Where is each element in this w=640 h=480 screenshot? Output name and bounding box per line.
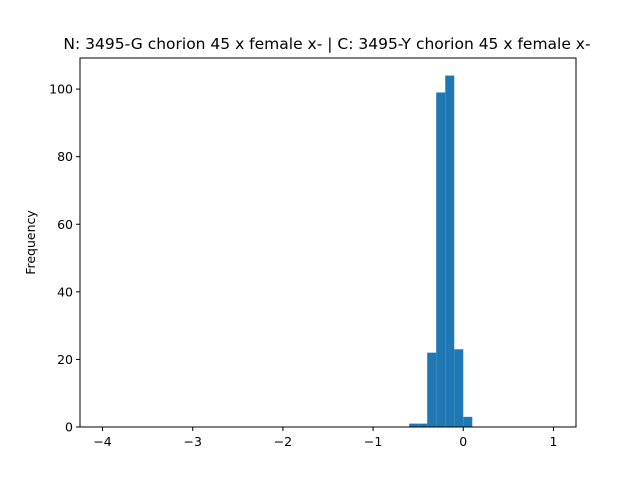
- y-tick-label: 60: [57, 217, 73, 232]
- x-tick-label: −1: [364, 434, 382, 449]
- histogram-bar-1: [418, 423, 428, 427]
- y-tick-label: 0: [65, 420, 73, 435]
- x-tick-label: −2: [274, 434, 292, 449]
- y-tick-label: 40: [57, 284, 73, 299]
- histogram-bar-5: [454, 349, 464, 427]
- histogram-bar-0: [409, 423, 419, 427]
- histogram-bar-4: [445, 75, 455, 428]
- histogram-bar-2: [427, 352, 437, 427]
- y-ticks: 0 20 40 60 80 100: [49, 82, 80, 435]
- x-tick-label: 0: [459, 434, 467, 449]
- x-tick-label: −3: [184, 434, 202, 449]
- y-axis-label: Frequency: [23, 210, 38, 275]
- plot-frame: [79, 57, 577, 428]
- histogram-bar-6: [463, 416, 473, 427]
- chart-title: N: 3495-G chorion 45 x female x- | C: 34…: [63, 35, 590, 53]
- x-tick-label: 1: [549, 434, 557, 449]
- y-tick-label: 80: [57, 149, 73, 164]
- histogram-bar-3: [436, 92, 446, 427]
- y-tick-label: 100: [49, 82, 73, 97]
- x-tick-label: −4: [93, 434, 111, 449]
- x-ticks: −4 −3 −2 −1 0 1: [93, 427, 557, 449]
- y-tick-label: 20: [57, 352, 73, 367]
- bars-group: [409, 75, 473, 428]
